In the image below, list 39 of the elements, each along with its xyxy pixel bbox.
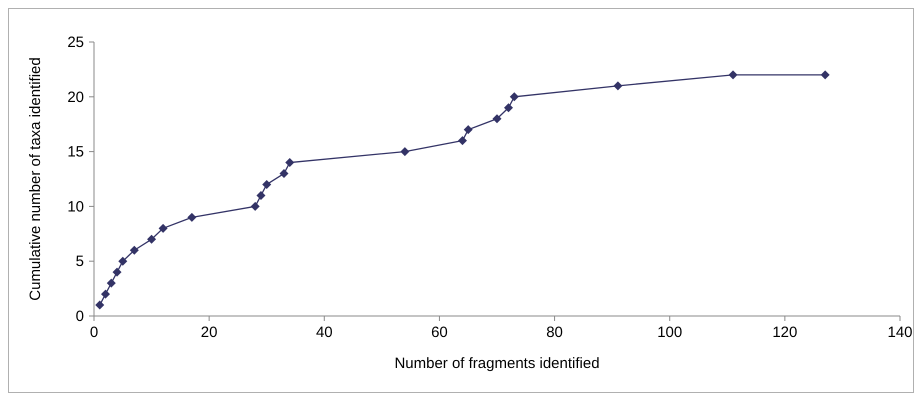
point (728, 70, 738, 80)
point (458, 136, 467, 146)
x-tick-label: 40 (316, 324, 333, 341)
point (504, 103, 514, 112)
point (820, 70, 830, 80)
x-tick-label: 140 (887, 324, 913, 341)
point (285, 158, 294, 168)
point (95, 300, 104, 310)
point (112, 268, 122, 277)
point (400, 147, 410, 156)
point (256, 190, 266, 200)
point (106, 278, 116, 288)
point (464, 125, 473, 134)
y-tick-label: 0 (76, 308, 84, 325)
point (101, 290, 110, 299)
point (492, 114, 502, 124)
point (250, 202, 260, 211)
x-tick-label: 100 (657, 324, 682, 341)
point (187, 212, 196, 222)
y-tick-label: 5 (76, 253, 84, 270)
y-tick-label: 20 (67, 88, 84, 106)
point (613, 81, 622, 90)
x-tick-label: 60 (431, 324, 448, 341)
y-tick-label: 10 (67, 198, 84, 216)
x-tick-label: 120 (772, 324, 798, 341)
point (510, 92, 519, 102)
point (147, 234, 156, 244)
point (262, 180, 272, 189)
x-tick-label: 0 (90, 324, 98, 341)
point (279, 169, 288, 178)
point (130, 246, 139, 255)
y-tick-label: 25 (67, 34, 84, 51)
point (158, 224, 168, 233)
x-tick-label: 80 (546, 324, 563, 341)
x-axis-title: Number of fragments identified (394, 355, 600, 372)
y-axis-title: Cumulative number of taxa identified (27, 57, 44, 301)
y-tick-label: 15 (67, 144, 84, 161)
x-tick-label: 20 (200, 324, 218, 341)
point (118, 256, 128, 266)
